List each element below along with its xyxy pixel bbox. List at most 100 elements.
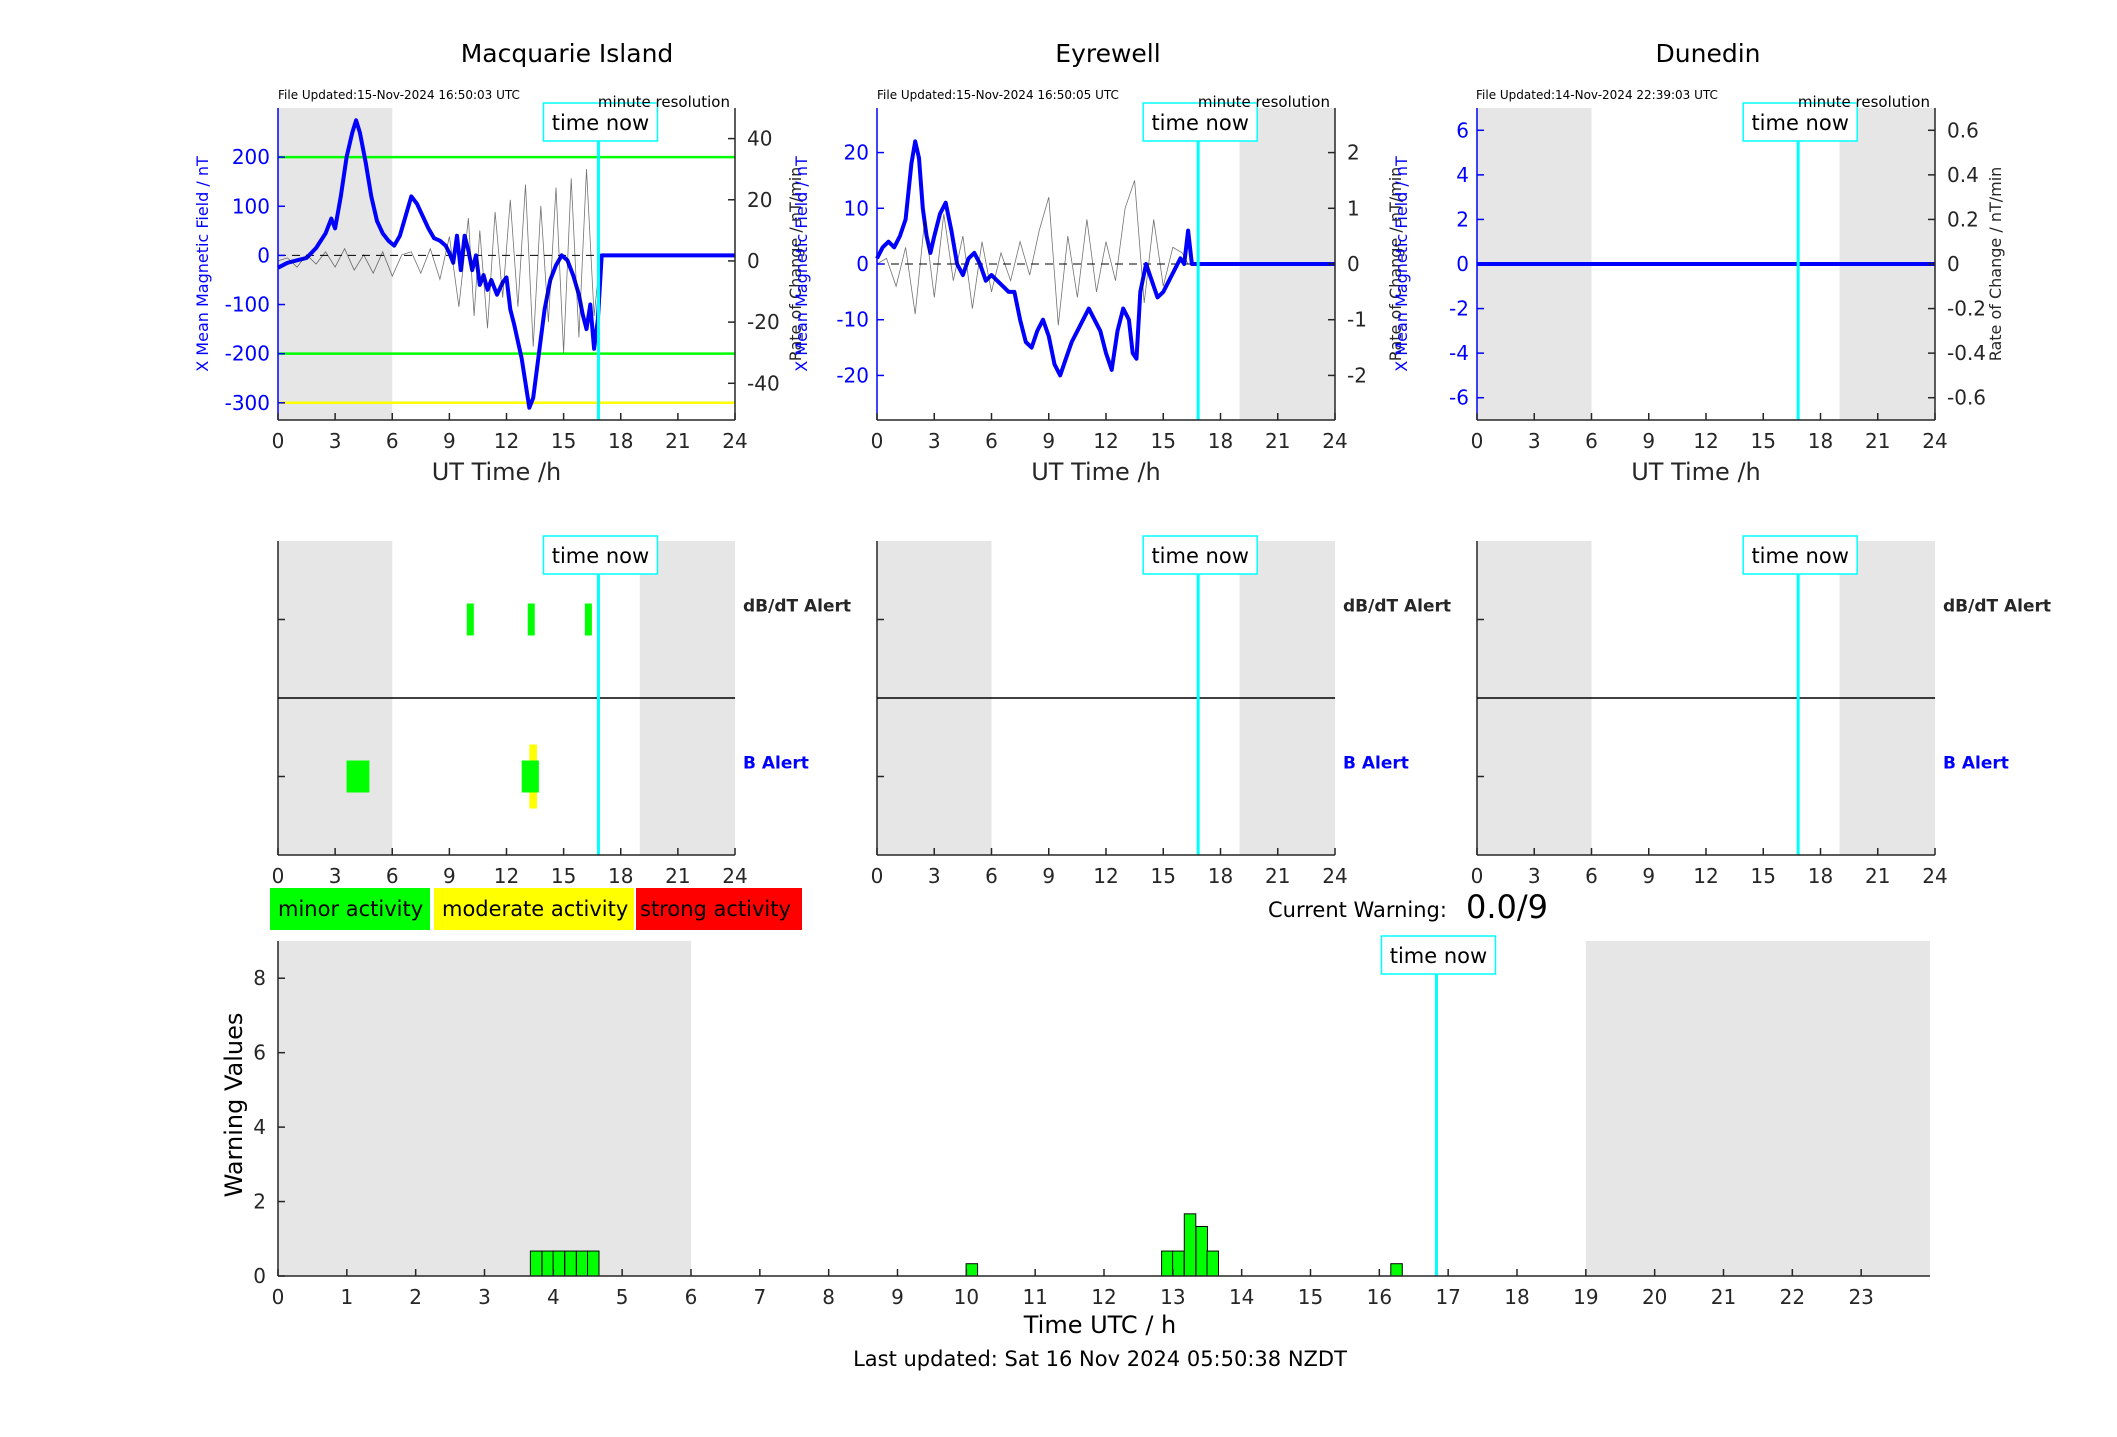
mag-plot-0-x-tick-label: 24 [722, 429, 747, 453]
alert-plot-1-b-alert-label: B Alert [1343, 754, 1409, 774]
warning-plot-y-tick-label: 8 [253, 966, 266, 990]
alert-plot-0-b-alert-mark-minor [346, 760, 370, 793]
file-updated-dunedin: File Updated:14-Nov-2024 22:39:03 UTC [1476, 88, 1718, 102]
alert-plot-1-time-now-box [1142, 535, 1258, 575]
alert-plot-0-dbdt-alert-mark [527, 603, 535, 636]
mag-plot-0-time-now-text: time now [552, 111, 649, 135]
mag-plot-1-x-tick-label: 9 [1042, 429, 1055, 453]
alert-plot-0-time-now-text: time now [552, 544, 649, 568]
mag-plot-2-y2-tick-label: 0.2 [1947, 207, 1979, 231]
mag-plot-2-y-tick-label: 2 [1456, 207, 1469, 231]
warning-plot-bar [1195, 1225, 1208, 1277]
warning-plot-night-band-0 [278, 941, 691, 1276]
alert-plot-2-x-tick-label: 9 [1642, 864, 1655, 888]
mag-plot-0-rate-series [277, 169, 601, 353]
alert-plot-0-x-tick-label: 18 [608, 864, 633, 888]
mag-plot-2-y2-tick-label: -0.4 [1947, 341, 1986, 365]
mag-plot-0-y-tick-label: -300 [225, 391, 270, 415]
mag-plot-1-time-now-box [1142, 102, 1258, 142]
warning-plot-x-tick-label: 18 [1504, 1285, 1529, 1309]
warning-plot-x-tick-label: 4 [547, 1285, 560, 1309]
warning-plot-bar [1183, 1213, 1197, 1277]
warning-plot-bar [1206, 1250, 1219, 1277]
current-warning-value: 0.0/9 [1466, 888, 1548, 926]
alert-plot-1-x-tick-label: 15 [1151, 864, 1176, 888]
warning-plot-x-tick-label: 21 [1711, 1285, 1736, 1309]
warning-plot-bar [576, 1250, 589, 1277]
alert-plot-2-x-tick-label: 21 [1865, 864, 1890, 888]
mag-plot-1-x-tick-label: 6 [985, 429, 998, 453]
warning-plot-time-now-box [1380, 935, 1497, 975]
warning-plot-x-tick-label: 23 [1848, 1285, 1873, 1309]
alert-plot-0-x-tick-label: 15 [551, 864, 576, 888]
mag-plot-1-x-axis-label: UT Time /h [1031, 458, 1161, 486]
mag-plot-1-y-tick-label: 0 [856, 252, 869, 276]
warning-plot-x-tick-label: 11 [1022, 1285, 1047, 1309]
mag-plot-2-x-tick-label: 15 [1751, 429, 1776, 453]
mag-plot-0-field-series [277, 118, 735, 410]
alert-plot-1-x-tick-label: 3 [928, 864, 941, 888]
warning-plot-x-tick-label: 22 [1780, 1285, 1805, 1309]
alert-plot-0-x-tick-label: 24 [722, 864, 747, 888]
mag-plot-2-x-tick-label: 18 [1808, 429, 1833, 453]
mag-plot-0-y-axis-label: X Mean Magnetic Field / nT [193, 156, 212, 372]
mag-plot-0-x-tick-label: 3 [329, 429, 342, 453]
legend-moderate-label: moderate activity [442, 897, 628, 921]
alert-plot-0-dbdt-alert-mark [584, 603, 592, 636]
warning-plot-bar [564, 1250, 577, 1277]
mag-plot-1-y-tick-label: -10 [836, 308, 869, 332]
alert-plot-2-x-tick-label: 0 [1471, 864, 1484, 888]
warning-plot-x-tick-label: 5 [616, 1285, 629, 1309]
mag-plot-0-y2-tick-label: -20 [747, 310, 780, 334]
mag-plot-1-y2-tick-label: -2 [1347, 363, 1367, 387]
warning-plot-x-tick-label: 3 [478, 1285, 491, 1309]
alert-plot-0-x-tick-label: 6 [386, 864, 399, 888]
mag-plot-2-x-tick-label: 0 [1471, 429, 1484, 453]
mag-plot-1-y-tick-label: 20 [844, 141, 869, 165]
mag-plot-0-y-tick-label: -200 [225, 342, 270, 366]
mag-plot-1-x-tick-label: 15 [1151, 429, 1176, 453]
mag-plot-1-x-tick-label: 24 [1322, 429, 1347, 453]
alert-plot-1-time-now-label: time now [1142, 535, 1258, 575]
warning-plot-time-now-text: time now [1390, 944, 1487, 968]
mag-plot-2-y-tick-label: 4 [1456, 163, 1469, 187]
mag-plot-0-time-now-label: time now [542, 102, 659, 142]
mag-plot-1-y-tick-label: -20 [836, 363, 869, 387]
alert-plot-2-time-now-box [1742, 535, 1858, 575]
mag-plot-2-x-tick-label: 21 [1865, 429, 1890, 453]
alert-plot-0-x-tick-label: 3 [329, 864, 342, 888]
mag-plot-0-x-tick-label: 12 [494, 429, 519, 453]
warning-plot-x-tick-label: 14 [1229, 1285, 1254, 1309]
warning-plot-x-tick-label: 7 [753, 1285, 766, 1309]
warning-plot-bar [541, 1250, 555, 1277]
warning-plot-bar [587, 1250, 600, 1277]
mag-plot-0-x-tick-label: 15 [551, 429, 576, 453]
alert-plot-1-x-tick-label: 0 [871, 864, 884, 888]
warning-plot-x-tick-label: 0 [272, 1285, 285, 1309]
alert-plot-2-x-tick-label: 15 [1751, 864, 1776, 888]
warning-plot-bar [1172, 1250, 1185, 1277]
warning-plot-x-tick-label: 16 [1367, 1285, 1392, 1309]
mag-plot-0-y2-axis-label: Rate of Change / nT/min [786, 167, 805, 362]
mag-plot-1-y-tick-label: 10 [844, 196, 869, 220]
alert-plot-2-b-alert-label: B Alert [1943, 754, 2009, 774]
mag-plot-2-x-axis-label: UT Time /h [1631, 458, 1761, 486]
alert-plot-0-time-now-box [542, 535, 659, 575]
mag-plot-1-y2-tick-label: 1 [1347, 196, 1360, 220]
warning-plot-y-tick-label: 0 [253, 1264, 266, 1288]
mag-plot-2-time-now-label: time now [1742, 102, 1858, 142]
activity-legend: minor activity moderate activity strong … [270, 888, 802, 930]
alert-plot-0-dbdt-label: dB/dT Alert [743, 597, 851, 617]
mag-plot-2-y2-axis-label: Rate of Change / nT/min [1986, 167, 2005, 362]
mag-plot-0-y-tick-label: 100 [232, 194, 270, 218]
warning-plot-bar [529, 1250, 543, 1277]
legend-minor-swatch [270, 888, 430, 930]
mag-plot-0-x-axis-label: UT Time /h [432, 458, 562, 486]
mag-plot-2-x-tick-label: 6 [1585, 429, 1598, 453]
mag-plot-2-y2-tick-label: 0.4 [1947, 163, 1979, 187]
alert-plot-2-time-now-label: time now [1742, 535, 1858, 575]
warning-plot-bar [965, 1263, 979, 1277]
mag-plot-2-y-tick-label: 0 [1456, 252, 1469, 276]
last-updated: Last updated: Sat 16 Nov 2024 05:50:38 N… [853, 1347, 1347, 1371]
alert-plot-0-x-tick-label: 0 [272, 864, 285, 888]
